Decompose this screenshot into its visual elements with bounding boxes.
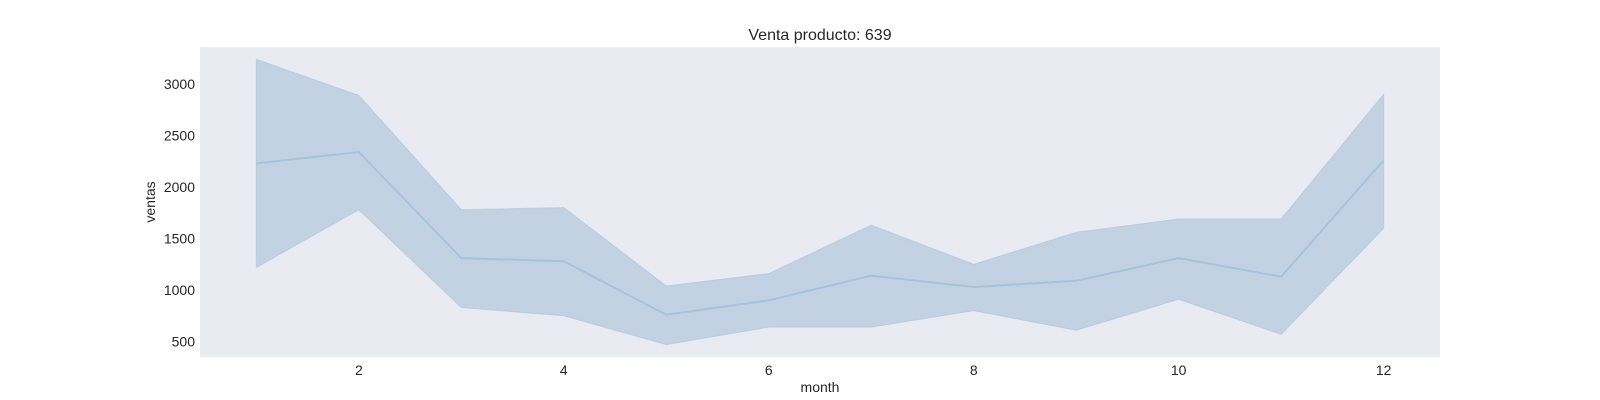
y-tick-label: 3000 — [164, 76, 195, 92]
x-tick-label: 2 — [355, 362, 363, 378]
chart-title: Venta producto: 639 — [748, 27, 891, 44]
y-tick-label: 1500 — [164, 231, 195, 247]
y-tick-label: 2500 — [164, 128, 195, 144]
x-tick-label: 12 — [1376, 362, 1392, 378]
series-line — [256, 151, 1385, 316]
y-tick-label: 1000 — [164, 282, 195, 298]
confidence-band — [255, 58, 1385, 346]
x-tick-label: 4 — [560, 362, 568, 378]
x-axis-label: month — [801, 379, 840, 395]
y-tick-label: 500 — [172, 334, 196, 350]
y-tick-label: 2000 — [164, 179, 195, 195]
x-tick-label: 10 — [1171, 362, 1187, 378]
y-axis-label: ventas — [142, 181, 158, 222]
x-tick-label: 8 — [970, 362, 978, 378]
x-tick-label: 6 — [765, 362, 773, 378]
